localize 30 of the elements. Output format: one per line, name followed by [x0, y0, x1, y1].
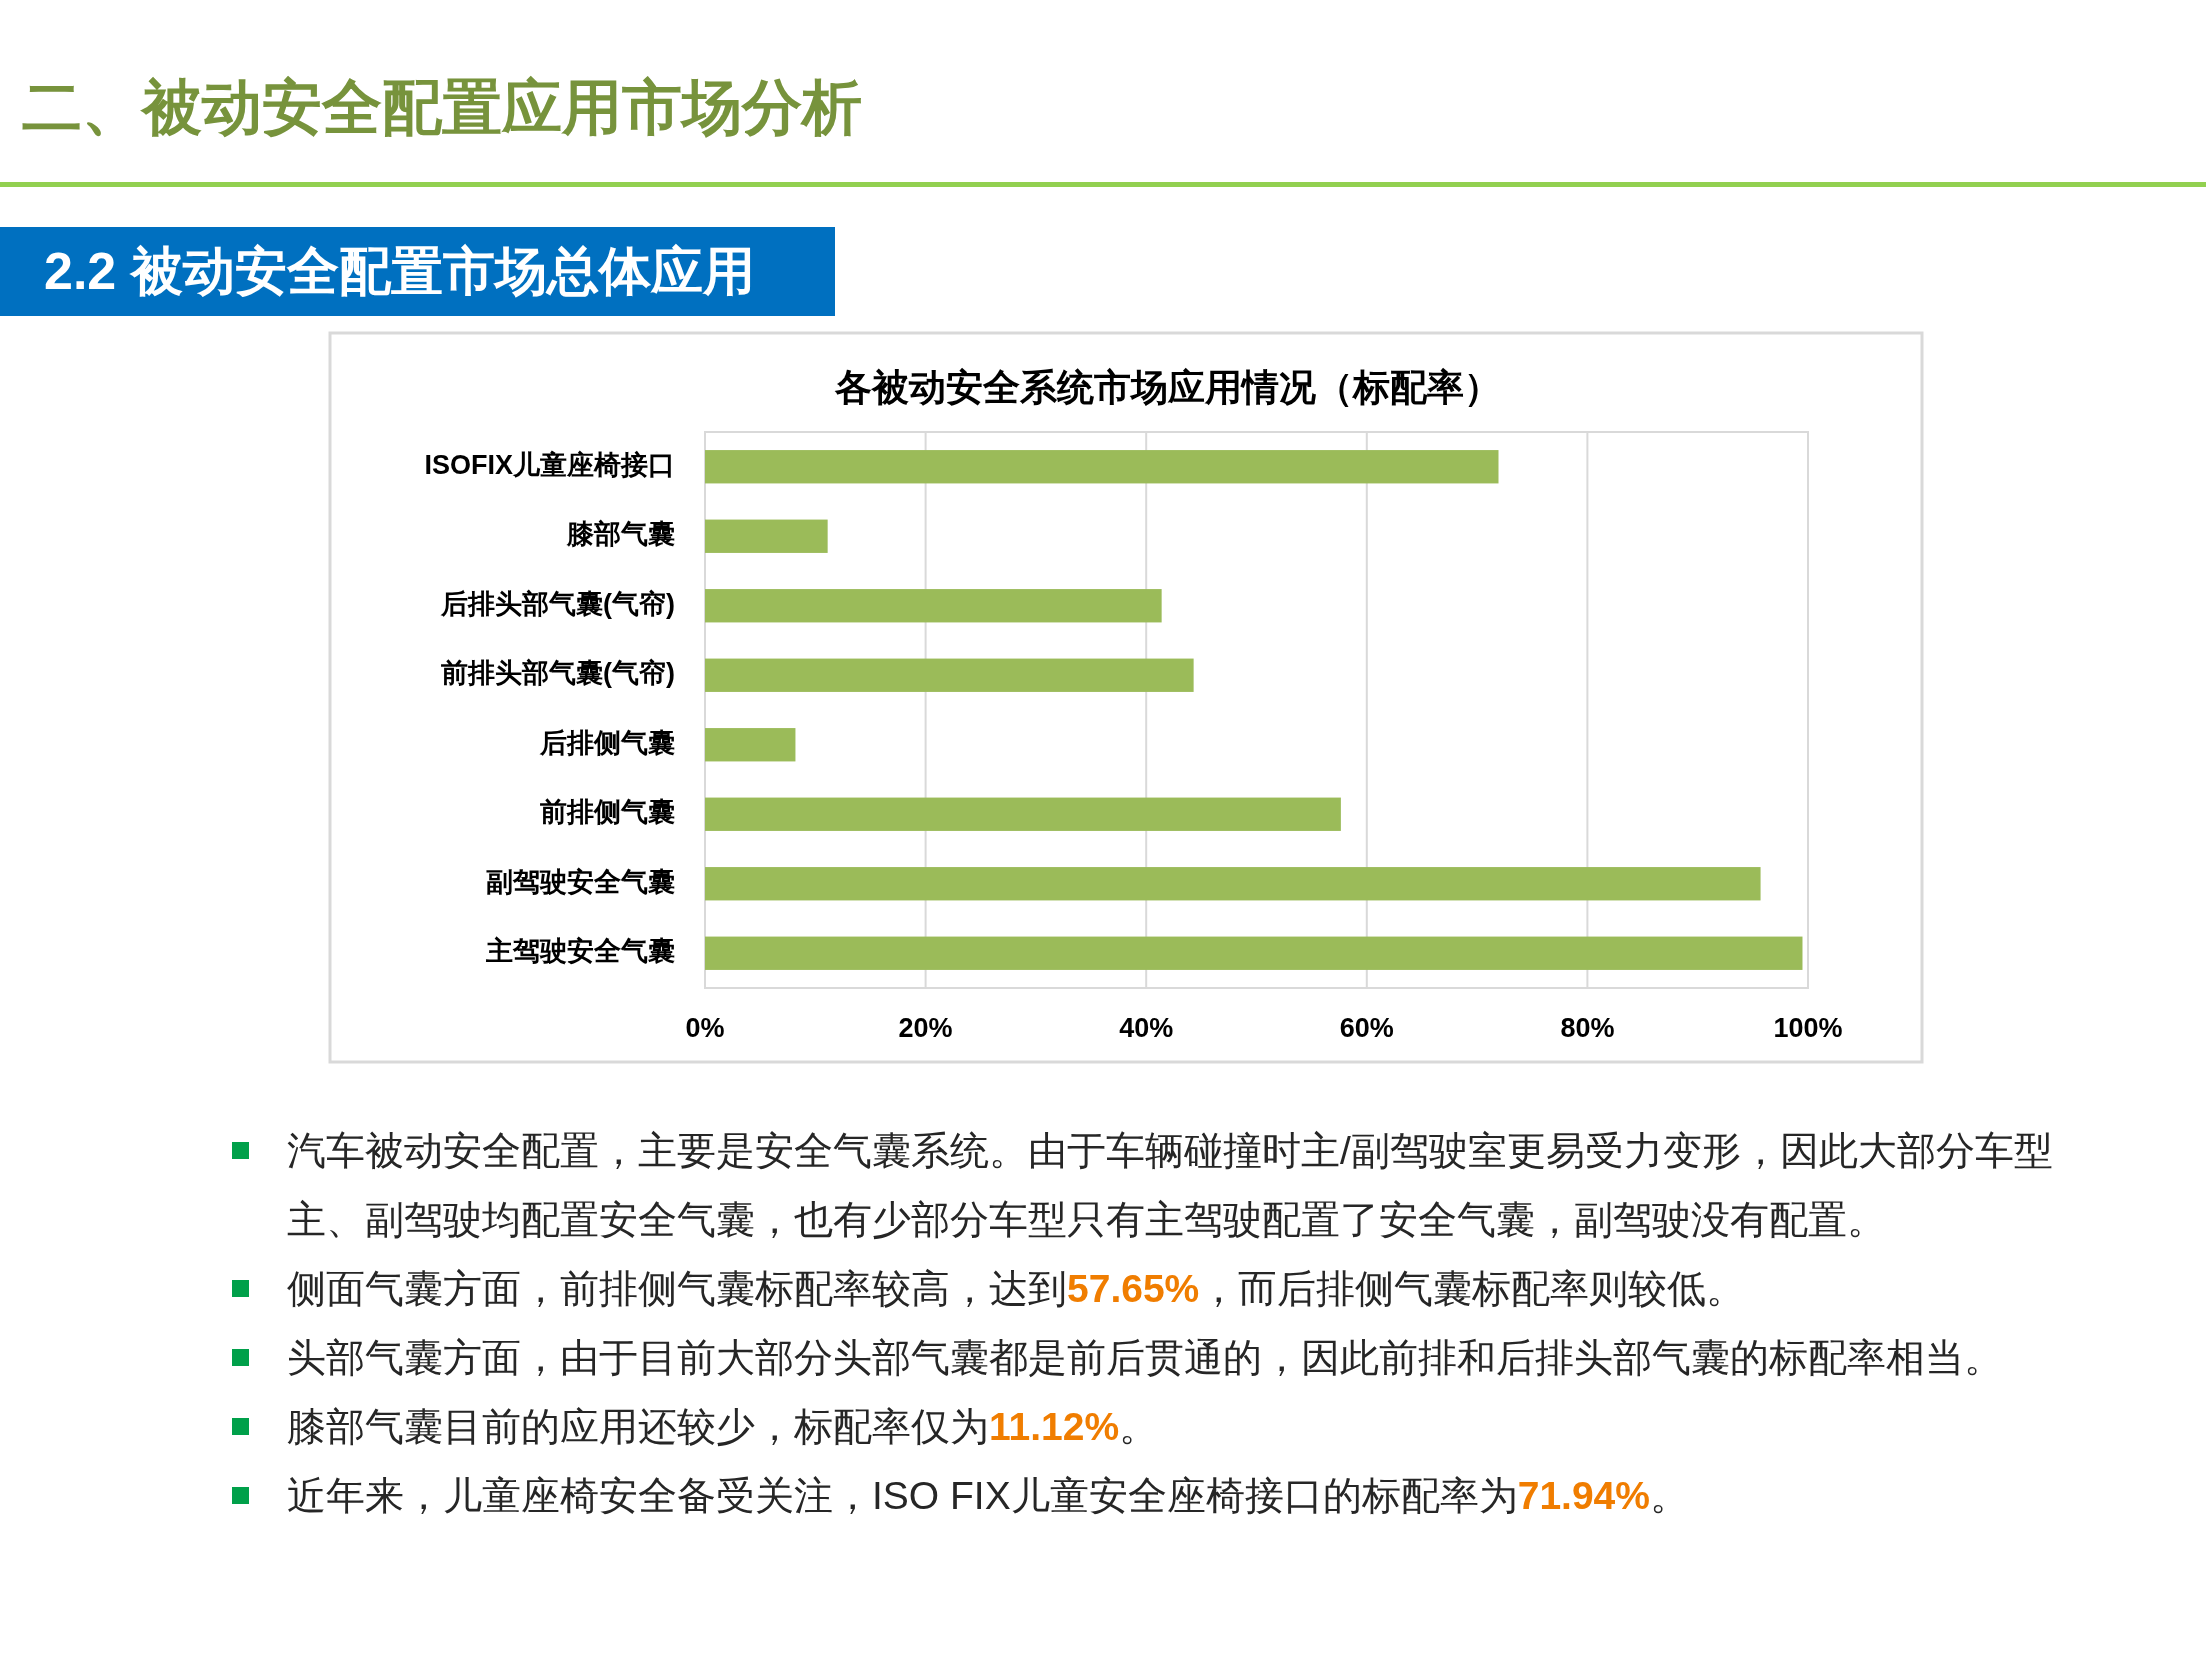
text: 近年来，儿童座椅安全备受关注，ISO FIX儿童安全座椅接口的标配率为71.94%。: [287, 1474, 1689, 1517]
x-tick-label: 0%: [685, 1013, 725, 1044]
bar: [705, 728, 796, 762]
y-tick-label: 后排侧气囊: [539, 727, 675, 758]
bar: [705, 589, 1162, 623]
text: 头部气囊方面，由于目前大部分头部气囊都是前后贯通的，因此前排和后排头部气囊的标配率相当。: [287, 1336, 2003, 1379]
bar: [705, 867, 1761, 901]
bar: [705, 797, 1341, 831]
y-tick-label: 前排头部气囊(气帘): [440, 658, 675, 689]
bar: [705, 519, 828, 553]
y-tick-label: 后排头部气囊(气帘): [440, 588, 675, 619]
x-tick-label: 40%: [1119, 1013, 1174, 1044]
bar: [705, 658, 1194, 692]
x-tick-label: 100%: [1773, 1013, 1843, 1044]
x-tick-label: 20%: [898, 1013, 953, 1044]
y-tick-label: ISOFIX儿童座椅接口: [424, 449, 675, 480]
text: 汽车被动安全配置，主要是安全气囊系统。由于车辆碰撞时主/副驾驶室更易受力变形，因此大部分车型主、副驾驶均配置安全气囊，也有少部分车型只有主驾驶配置了安全气囊，副驾驶没有配置。: [287, 1129, 2053, 1241]
bar: [705, 450, 1499, 484]
section-heading-band: 2.2 被动安全配置市场总体应用: [0, 227, 835, 316]
y-tick-label: 主驾驶安全气囊: [485, 936, 675, 967]
chart-title: 各被动安全系统市场应用情况（标配率）: [834, 366, 1501, 408]
y-tick-label: 前排侧气囊: [539, 797, 675, 828]
text: 膝部气囊目前的应用还较少，标配率仅为11.12%。: [287, 1405, 1159, 1448]
x-tick-label: 80%: [1560, 1013, 1615, 1044]
text: 二、被动安全配置应用市场分析: [22, 74, 862, 141]
y-tick-label: 膝部气囊: [566, 519, 675, 550]
y-tick-label: 副驾驶安全气囊: [486, 866, 675, 897]
text: 侧面气囊方面，前排侧气囊标配率较高，达到57.65%，而后排侧气囊标配率则较低。: [287, 1267, 1746, 1310]
x-tick-label: 60%: [1339, 1013, 1394, 1044]
bar: [705, 936, 1803, 970]
